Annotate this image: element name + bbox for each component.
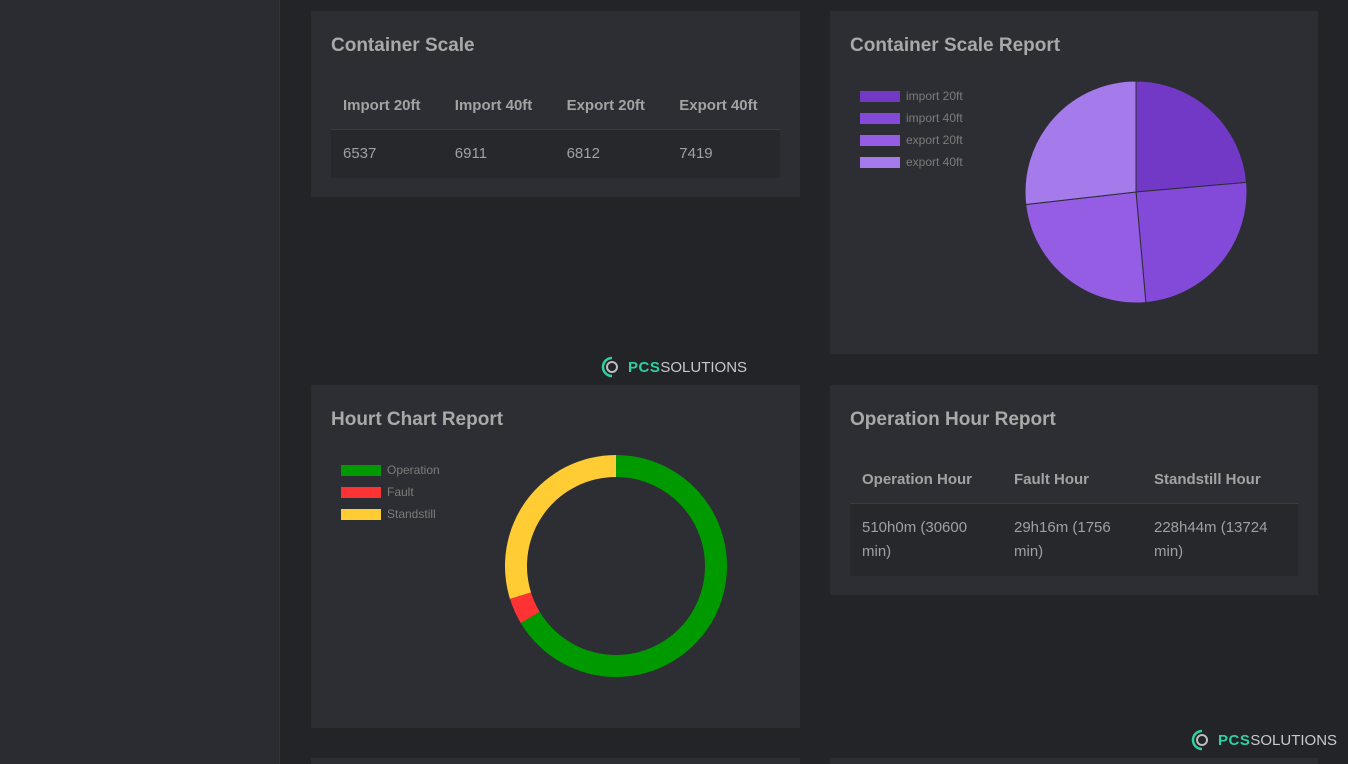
pie-slice[interactable] [1135,80,1248,193]
legend-item[interactable]: Fault [341,481,440,503]
pie-slice[interactable] [1024,80,1137,206]
pie-slice[interactable] [1025,191,1147,304]
legend-swatch [341,508,381,520]
doughnut-legend: Operation Fault Standstill [341,459,440,525]
table-cell: 6812 [554,129,668,178]
logo-text: SOLUTIONS [1250,731,1338,749]
legend-swatch [341,464,381,476]
hour-chart-report-title: Hourt Chart Report [331,409,504,430]
legend-item[interactable]: Operation [341,459,440,481]
container-scale-panel: Container Scale Import 20ft Import 40ft … [311,11,800,197]
legend-item[interactable]: export 20ft [860,129,963,151]
pcs-logo: PCS SOLUTIONS [598,355,747,379]
legend-label: Standstill [387,507,436,521]
hour-chart-report-panel: Hourt Chart Report Operation Fault Standst… [311,385,800,728]
legend-swatch [341,486,381,498]
table-cell: 228h44m (13724 min) [1142,503,1298,576]
legend-label: import 20ft [906,89,963,103]
container-scale-report-panel: Container Scale Report import 20ft import… [830,11,1318,354]
legend-label: export 40ft [906,155,963,169]
table-cell: 7419 [667,129,780,178]
legend-swatch [860,90,900,102]
table-header: Fault Hour [1002,455,1142,504]
table-header: Export 40ft [667,81,780,130]
bottom-panel-left [311,758,800,764]
legend-label: Fault [387,485,414,499]
legend-label: export 20ft [906,133,963,147]
doughnut-segment[interactable] [505,455,616,599]
pcs-logo-icon [601,356,618,378]
table-header: Export 20ft [554,81,668,130]
operation-hour-report-title: Operation Hour Report [850,409,1056,430]
legend-swatch [860,134,900,146]
pcs-logo-icon [1191,729,1208,751]
table-cell: 29h16m (1756 min) [1002,503,1142,576]
container-scale-report-title: Container Scale Report [850,35,1061,56]
pie-chart [1024,80,1248,304]
container-scale-table: Import 20ft Import 40ft Export 20ft Expo… [331,81,780,178]
doughnut-chart [505,455,727,677]
table-cell: 510h0m (30600 min) [850,503,1002,576]
pie-slice[interactable] [1135,181,1248,304]
legend-item[interactable]: export 40ft [860,151,963,173]
doughnut-segment[interactable] [509,592,540,624]
table-header: Import 40ft [442,81,555,130]
operation-hour-table: Operation Hour Fault Hour Standstill Hou… [850,455,1298,576]
pcs-logo: PCS SOLUTIONS [1188,728,1337,752]
table-header: Operation Hour [850,455,1002,504]
legend-item[interactable]: import 40ft [860,107,963,129]
table-cell: 6911 [442,129,555,178]
container-scale-title: Container Scale [331,35,475,56]
legend-swatch [860,156,900,168]
table-header: Import 20ft [331,81,443,130]
legend-label: Operation [387,463,440,477]
pie-legend: import 20ft import 40ft export 20ft export … [860,85,963,173]
legend-swatch [860,112,900,124]
table-header: Standstill Hour [1142,455,1298,504]
legend-item[interactable]: import 20ft [860,85,963,107]
sidebar [0,0,280,764]
legend-item[interactable]: Standstill [341,503,440,525]
table-cell: 6537 [331,129,443,178]
legend-label: import 40ft [906,111,963,125]
logo-text: SOLUTIONS [660,358,748,376]
operation-hour-report-panel: Operation Hour Report Operation Hour Fau… [830,385,1318,595]
logo-text-bold: PCS [1218,731,1251,749]
logo-text-bold: PCS [628,358,661,376]
bottom-panel-right [830,758,1318,764]
